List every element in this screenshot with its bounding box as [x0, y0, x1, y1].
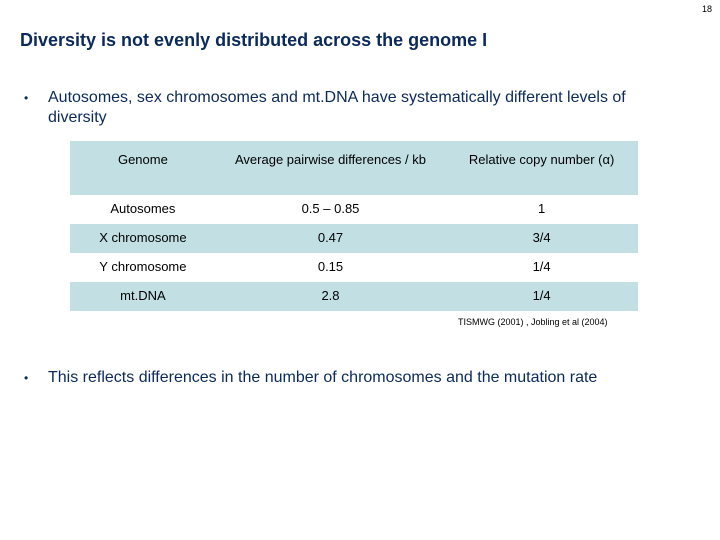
table-header-row: Genome Average pairwise differences / kb…: [70, 141, 638, 195]
slide-number: 18: [701, 4, 712, 14]
table-row: Y chromosome 0.15 1/4: [70, 253, 638, 282]
bullet-text: This reflects differences in the number …: [48, 369, 598, 386]
table-row: Autosomes 0.5 – 0.85 1: [70, 195, 638, 224]
bullet-text: Autosomes, sex chromosomes and mt.DNA ha…: [48, 89, 626, 126]
bullet-marker: •: [24, 91, 29, 105]
table-cell: mt.DNA: [70, 282, 216, 311]
table-cell: X chromosome: [70, 224, 216, 253]
table-cell: 0.15: [317, 259, 344, 274]
table-cell: 0.47: [215, 224, 446, 253]
table-header-cell: Relative copy number (α): [445, 141, 638, 195]
table-cell: 3/4: [445, 224, 638, 253]
table-cell: Autosomes: [110, 201, 176, 216]
slide-title: Diversity is not evenly distributed acro…: [20, 30, 488, 50]
table-header-cell: Genome: [70, 141, 216, 195]
table-cell: 2.8: [215, 282, 446, 311]
genome-diversity-table: Genome Average pairwise differences / kb…: [70, 141, 638, 311]
citation: TISMWG (2001) , Jobling et al (2004): [458, 317, 608, 327]
table-cell: 1: [537, 201, 546, 216]
table-cell: Y chromosome: [99, 259, 187, 274]
table-cell: 1/4: [445, 282, 638, 311]
table-cell: 1/4: [532, 259, 551, 274]
table-cell: 0.5 – 0.85: [301, 201, 360, 216]
table-row: X chromosome 0.47 3/4: [70, 224, 638, 253]
table-row: mt.DNA 2.8 1/4: [70, 282, 638, 311]
table-header-cell: Average pairwise differences / kb: [215, 141, 446, 195]
bullet-marker: •: [24, 371, 29, 385]
